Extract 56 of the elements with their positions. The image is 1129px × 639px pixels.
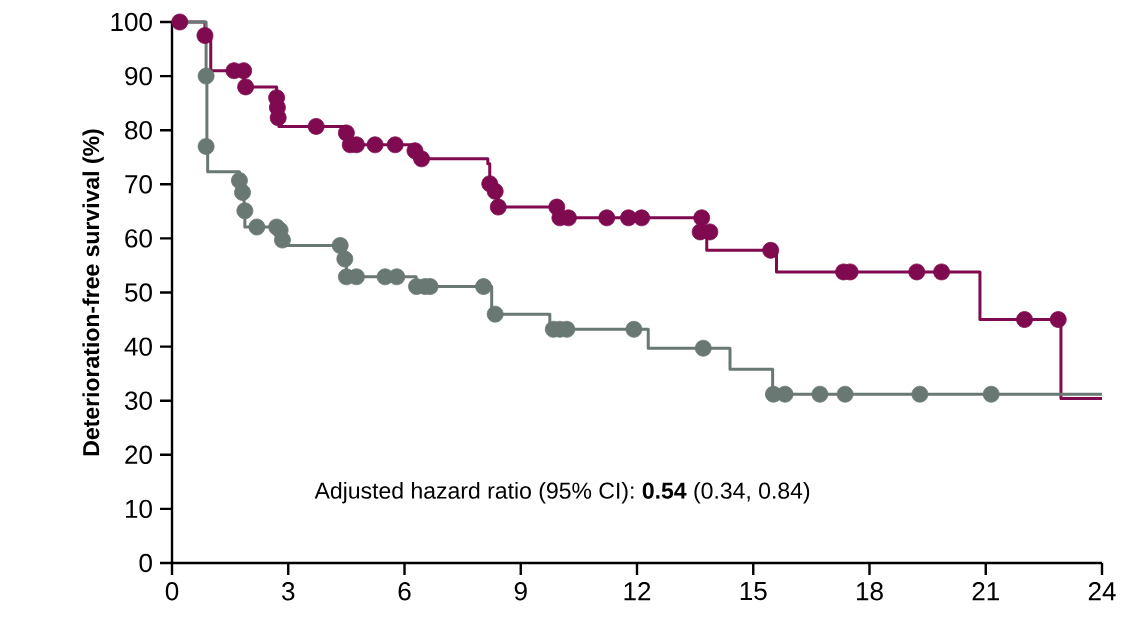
x-tick-label: 6: [398, 582, 411, 601]
x-tick-label: 21: [972, 582, 999, 601]
point: [475, 278, 492, 295]
y-tick-label: 60: [125, 229, 152, 248]
y-tick-label: 10: [125, 499, 152, 519]
y-tick-label: 100: [111, 12, 152, 32]
point: [234, 184, 251, 201]
y-tick-label: 90: [125, 66, 152, 86]
point: [933, 263, 950, 281]
point: [237, 78, 255, 96]
x-tick-label: 9: [514, 582, 527, 601]
y-tick-label: 20: [125, 445, 152, 464]
point: [620, 209, 637, 227]
point: [693, 209, 711, 227]
point: [762, 241, 780, 259]
y-tick-label: 70: [125, 175, 152, 194]
x-tick-label: 3: [282, 582, 295, 601]
point: [366, 136, 384, 154]
point: [413, 150, 430, 168]
point: [386, 136, 404, 154]
point: [197, 67, 215, 85]
y-tick-label: 50: [125, 283, 152, 302]
point: [911, 385, 929, 403]
point: [811, 385, 829, 403]
point: [598, 209, 616, 227]
point: [836, 385, 854, 403]
point: [486, 182, 504, 200]
x-tick-label: 24: [1088, 582, 1116, 601]
y-tick-label: 30: [125, 391, 152, 410]
point: [633, 209, 651, 227]
y-tick-label: 40: [124, 337, 152, 356]
point: [694, 339, 712, 357]
point: [196, 27, 214, 44]
point: [274, 231, 291, 249]
point: [331, 237, 349, 254]
point: [336, 250, 354, 268]
point: [248, 218, 266, 236]
y-axis-title: Deterioration-free survival (%): [82, 129, 104, 456]
x-tick-label: 0: [165, 582, 179, 601]
point: [171, 13, 189, 31]
x-tick-label: 18: [857, 582, 883, 601]
point: [307, 118, 325, 135]
point: [197, 138, 215, 155]
point: [1016, 311, 1033, 328]
point: [486, 305, 504, 323]
y-tick-label: 80: [125, 120, 152, 140]
point: [982, 385, 1000, 403]
x-tick-label: 12: [624, 582, 651, 601]
x-tick-label: 15: [740, 582, 767, 601]
point: [625, 320, 643, 338]
point: [1049, 311, 1067, 328]
point: [489, 198, 507, 216]
point: [908, 263, 926, 281]
y-tick-label: 0: [139, 553, 152, 573]
annotation: Adjusted hazard ratio (95% CI): 0.54 (0.34, 0.84): [314, 481, 810, 504]
point: [236, 202, 254, 220]
